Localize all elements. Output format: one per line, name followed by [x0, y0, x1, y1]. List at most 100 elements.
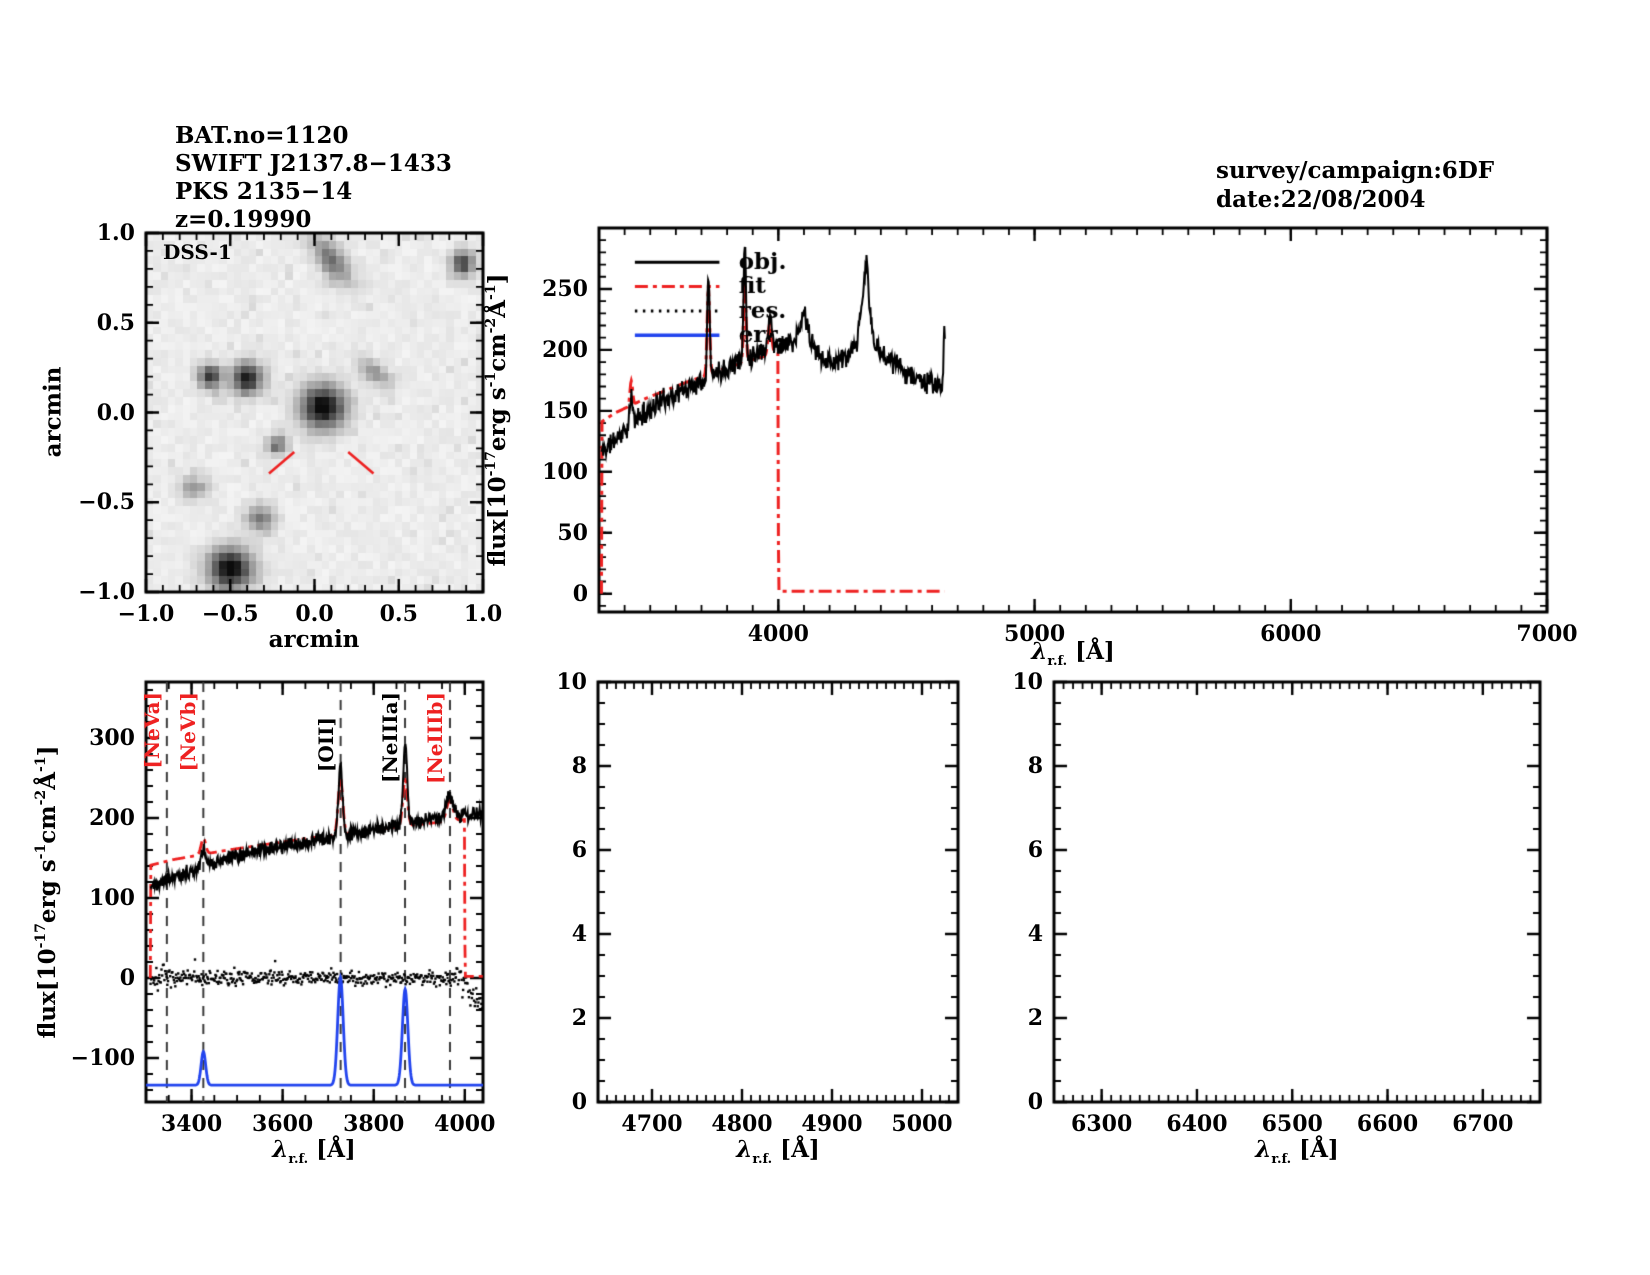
axis-title-segment: -1 [483, 284, 499, 300]
tick-label: 4 [1027, 921, 1043, 947]
axis-title-segment: λ [1031, 638, 1048, 665]
flux-axis-title-top: flux[10-17erg s-1cm-2Å-1] [483, 274, 511, 567]
tick-label: 1.0 [463, 601, 503, 627]
axis-title-segment: λ [1255, 1136, 1272, 1163]
tick-label: 6600 [1356, 1111, 1419, 1137]
dss-image-label: DSS-1 [163, 240, 232, 264]
tick-label: 0.5 [379, 601, 418, 627]
tick-label: 100 [89, 885, 135, 911]
tick-label: 6500 [1261, 1111, 1323, 1137]
tick-label: 1.0 [96, 220, 135, 246]
axis-title-segment: erg s [34, 859, 61, 924]
axis-title-segment: r.f. [1271, 1152, 1292, 1167]
tick-label: −1.0 [117, 601, 175, 627]
counterpart-name: PKS 2135−14 [175, 178, 353, 205]
emission-line-label: [NeIIIb] [422, 692, 447, 784]
axis-title-segment: -1 [33, 843, 49, 860]
axis-title-segment: cm [484, 333, 511, 372]
tick-label: 0.5 [96, 309, 135, 336]
tick-label: 200 [89, 805, 135, 831]
emission-line-label: [NeIIIa] [378, 692, 403, 783]
wavelength-axis-title-hbeta: λr.f. [Å] [736, 1136, 820, 1167]
tick-label: −0.5 [201, 601, 259, 627]
tick-label: −100 [70, 1045, 135, 1071]
tick-label: 4000 [747, 621, 809, 647]
emission-line-label: [NeVa] [139, 692, 164, 769]
target-info-block: BAT.no=1120 SWIFT J2137.8−1433 PKS 2135−… [175, 122, 452, 234]
survey-date: date:22/08/2004 [1216, 186, 1426, 213]
wavelength-axis-title-top: λr.f. [Å] [1031, 638, 1115, 669]
tick-label: 100 [542, 458, 588, 485]
axis-title-segment: λ [736, 1136, 753, 1163]
tick-label: 4000 [434, 1111, 496, 1137]
tick-label: 150 [542, 397, 588, 424]
axis-title-segment: λ [272, 1136, 289, 1163]
tick-label: 0.0 [295, 601, 334, 627]
redshift-value: z=0.19990 [175, 206, 312, 233]
tick-label: 0 [572, 580, 588, 607]
axis-title-segment: cm [34, 805, 61, 844]
tick-label: 3600 [251, 1111, 314, 1137]
axis-title-segment: -17 [483, 451, 499, 477]
tick-label: 6 [571, 837, 587, 863]
axis-title-segment: r.f. [752, 1152, 773, 1167]
wavelength-axis-title-zoom: λr.f. [Å] [272, 1136, 356, 1167]
tick-label: 6700 [1452, 1111, 1514, 1137]
tick-label: 6 [1027, 837, 1043, 863]
axis-title-segment: r.f. [1047, 654, 1068, 669]
tick-label: 2 [571, 1005, 587, 1031]
tick-label: 5000 [891, 1111, 953, 1137]
tick-label: 2 [1027, 1005, 1043, 1031]
tick-label: 3800 [343, 1111, 405, 1137]
axis-title-segment: [Å] [1067, 638, 1115, 665]
survey-campaign: survey/campaign:6DF [1216, 157, 1495, 184]
dss-x-axis-title: arcmin [268, 626, 360, 653]
axis-title-segment: ] [484, 273, 511, 285]
axis-title-segment: Å [484, 299, 511, 318]
axis-title-segment: -17 [33, 923, 49, 949]
axis-title-segment: [Å] [772, 1136, 820, 1163]
tick-label: 5000 [1003, 621, 1066, 647]
axis-title-segment: flux[10 [484, 476, 511, 567]
tick-label: 4800 [711, 1111, 773, 1137]
tick-label: 0.0 [96, 399, 135, 426]
tick-label: 10 [556, 669, 587, 695]
tick-label: 4700 [621, 1111, 683, 1137]
tick-label: 8 [1027, 753, 1043, 779]
tick-label: 0 [1027, 1089, 1043, 1115]
axis-title-segment: ] [34, 745, 61, 757]
tick-label: 50 [557, 519, 588, 546]
axis-title-segment: flux[10 [34, 948, 61, 1039]
dss-y-axis-title: arcmin [39, 366, 67, 458]
tick-label: 10 [1012, 669, 1043, 695]
tick-label: −0.5 [78, 489, 135, 516]
tick-label: 6300 [1071, 1111, 1133, 1137]
tick-label: 3400 [160, 1111, 223, 1137]
swift-name: SWIFT J2137.8−1433 [175, 150, 452, 177]
tick-label: 6000 [1260, 621, 1322, 647]
tick-label: 200 [542, 336, 588, 363]
wavelength-axis-title-halpha: λr.f. [Å] [1255, 1136, 1339, 1167]
tick-label: 7000 [1516, 621, 1578, 647]
tick-label: 4 [571, 921, 587, 947]
bat-number: BAT.no=1120 [175, 122, 349, 149]
tick-label: −1.0 [78, 579, 135, 605]
axis-title-segment: erg s [484, 387, 511, 452]
tick-label: 300 [89, 725, 135, 751]
tick-label: 0 [571, 1089, 587, 1115]
axis-title-segment: [Å] [1291, 1136, 1339, 1163]
flux-axis-title-bottom: flux[10-17erg s-1cm-2Å-1] [33, 746, 61, 1039]
axis-title-segment: -2 [33, 789, 49, 806]
tick-label: 250 [542, 275, 588, 302]
axis-title-segment: -1 [483, 371, 499, 388]
axis-title-segment: Å [34, 771, 61, 790]
axis-title-segment: r.f. [288, 1152, 309, 1167]
axis-title-segment: [Å] [308, 1136, 356, 1163]
axis-title-segment: -1 [33, 756, 49, 772]
tick-label: 4900 [801, 1111, 863, 1137]
emission-line-label: [NeVb] [176, 692, 201, 772]
survey-info-block: survey/campaign:6DF date:22/08/2004 [1216, 156, 1494, 214]
tick-label: 0 [119, 965, 135, 991]
